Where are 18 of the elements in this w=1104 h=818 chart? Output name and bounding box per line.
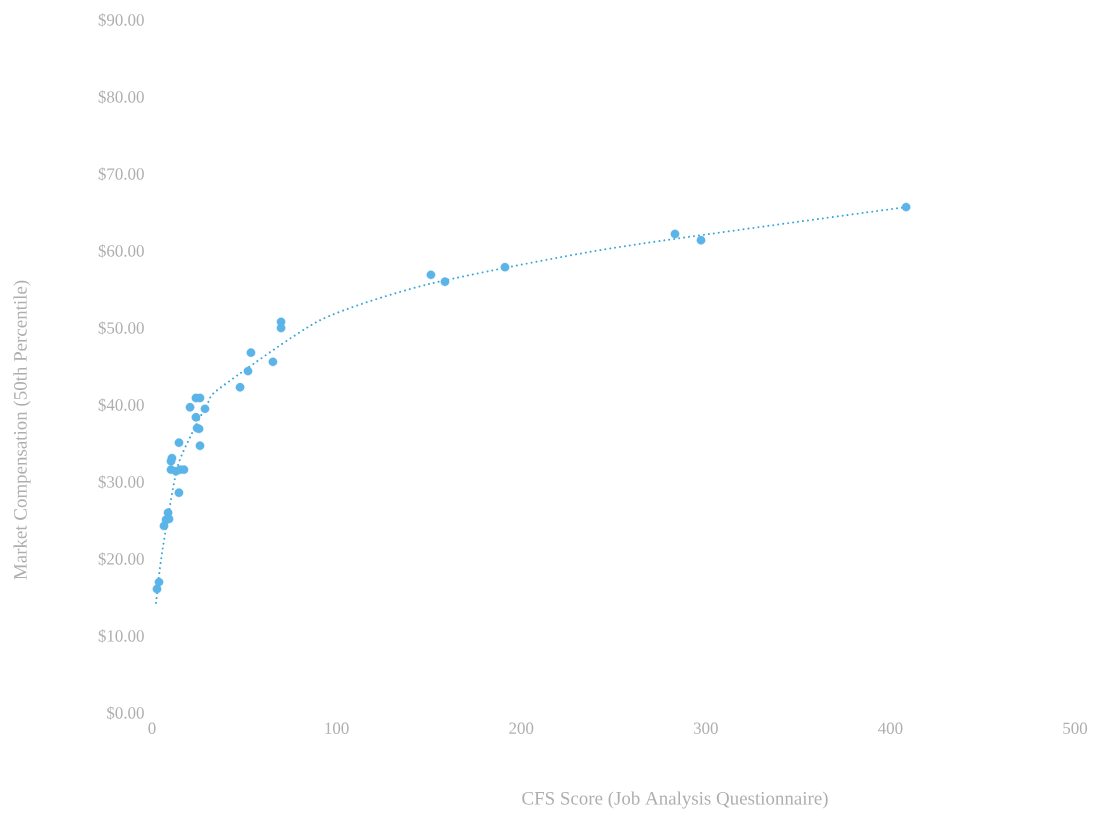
y-tick-label: $70.00 [98, 167, 144, 181]
y-tick-label: $80.00 [98, 90, 144, 104]
y-tick-label: $10.00 [98, 629, 144, 643]
x-tick-label: 400 [878, 722, 903, 734]
y-axis-title: Market Compensation (50th Percentile) [13, 280, 31, 580]
y-tick-label: $90.00 [98, 13, 144, 27]
x-tick-label: 200 [509, 722, 534, 734]
y-tick-label: $30.00 [98, 475, 144, 489]
y-tick-label: $0.00 [107, 706, 144, 720]
x-tick-label: 100 [325, 722, 349, 734]
y-tick-label: $40.00 [98, 398, 144, 412]
x-axis-title: CFS Score (Job Analysis Questionnaire) [522, 791, 828, 809]
y-tick-label: $50.00 [98, 321, 144, 335]
y-tick-label: $20.00 [98, 552, 144, 566]
x-tick-label: 500 [1063, 722, 1088, 734]
x-tick-label: 300 [693, 722, 718, 734]
y-tick-label: $60.00 [98, 244, 144, 258]
x-tick-label: 0 [148, 722, 156, 734]
